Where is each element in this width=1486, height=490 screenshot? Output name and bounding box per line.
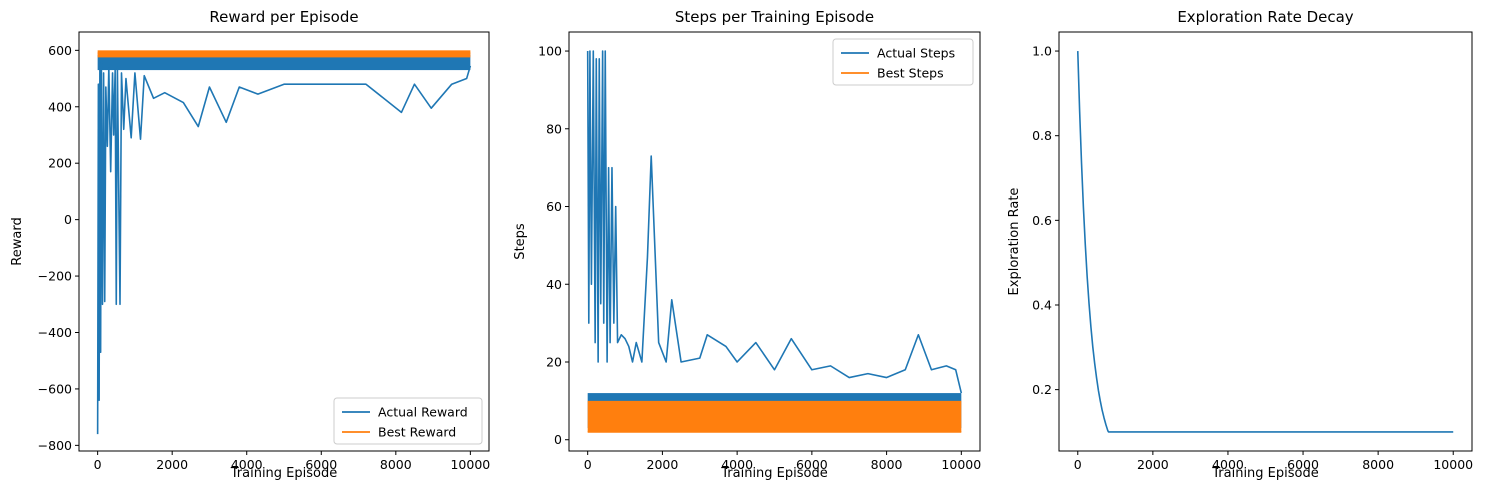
series-line-1 bbox=[1076, 51, 1454, 433]
legend-label: Actual Steps bbox=[877, 46, 955, 61]
x-tick-label: 0 bbox=[1074, 457, 1082, 472]
y-tick-label: 0 bbox=[554, 432, 562, 447]
chart-1-reward-per-episode: 0 2000 4000 6000 8000 10000 −800 −600 −400 −200 0 2… bbox=[10, 8, 490, 481]
axes-frame bbox=[568, 31, 981, 452]
legend: Actual Reward Best Reward bbox=[333, 397, 483, 445]
y-axis-label: Reward bbox=[10, 217, 25, 265]
chart-title: Steps per Training Episode bbox=[675, 8, 874, 26]
plot-area bbox=[1076, 51, 1454, 433]
legend-label: Best Steps bbox=[877, 66, 944, 81]
legend-label: Best Reward bbox=[378, 425, 456, 440]
x-tick-label: 6000 bbox=[796, 457, 828, 472]
y-tick-label: 0.4 bbox=[1032, 297, 1052, 312]
x-tick-label: 8000 bbox=[871, 457, 903, 472]
y-tick-label: 0.8 bbox=[1032, 128, 1052, 143]
x-tick-label: 0 bbox=[584, 457, 592, 472]
y-tick-label: 1.0 bbox=[1032, 44, 1052, 59]
y-tick-label: −200 bbox=[38, 269, 72, 284]
x-tick-label: 4000 bbox=[1212, 457, 1244, 472]
y-tick-label: −400 bbox=[38, 325, 72, 340]
legend-label: Actual Reward bbox=[378, 405, 468, 420]
x-tick-label: 10000 bbox=[450, 457, 490, 472]
y-tick-label: −600 bbox=[38, 381, 72, 396]
series-line bbox=[586, 50, 963, 394]
y-tick-label: 200 bbox=[48, 156, 72, 171]
legend: Actual Steps Best Steps bbox=[832, 38, 974, 86]
y-tick-label: 20 bbox=[546, 354, 562, 369]
y-tick-label: 80 bbox=[546, 121, 562, 136]
y-tick-label: 600 bbox=[48, 43, 72, 58]
series-noise-band bbox=[587, 400, 962, 432]
y-tick-label: 60 bbox=[546, 199, 562, 214]
x-tick-label: 2000 bbox=[156, 457, 188, 472]
x-tick-label: 8000 bbox=[1362, 457, 1394, 472]
chart-title: Exploration Rate Decay bbox=[1177, 8, 1353, 26]
chart-3-exploration-rate-decay: 0 2000 4000 6000 8000 10000 0.2 0.4 0.6 0.8 1.0 Exp… bbox=[1007, 8, 1473, 481]
axes-frame bbox=[78, 31, 490, 452]
plot-area bbox=[586, 50, 963, 433]
series-best-steps bbox=[587, 400, 962, 433]
y-tick-label: 0.6 bbox=[1032, 213, 1052, 228]
y-tick-label: 0.2 bbox=[1032, 382, 1052, 397]
x-tick-label: 10000 bbox=[941, 457, 981, 472]
chart-2-steps-per-training-episode: 0 2000 4000 6000 8000 10000 0 20 40 60 80 100 Steps … bbox=[513, 8, 981, 481]
axes-frame bbox=[1058, 31, 1473, 452]
y-tick-label: −800 bbox=[38, 438, 72, 453]
x-tick-label: 6000 bbox=[305, 457, 337, 472]
x-tick-label: 2000 bbox=[1137, 457, 1169, 472]
x-tick-label: 0 bbox=[94, 457, 102, 472]
x-tick-label: 4000 bbox=[231, 457, 263, 472]
x-axis-label: Training Episode bbox=[230, 466, 337, 481]
y-tick-label: 100 bbox=[538, 44, 562, 59]
series-line bbox=[1076, 51, 1454, 433]
x-tick-label: 4000 bbox=[721, 457, 753, 472]
x-tick-label: 10000 bbox=[1433, 457, 1473, 472]
x-tick-label: 2000 bbox=[647, 457, 679, 472]
series-actual-steps bbox=[586, 50, 963, 429]
series-actual-reward bbox=[96, 54, 472, 435]
x-axis-label: Training Episode bbox=[720, 466, 827, 481]
x-tick-label: 6000 bbox=[1287, 457, 1319, 472]
x-tick-label: 8000 bbox=[380, 457, 412, 472]
plot-area bbox=[96, 50, 472, 435]
chart-title: Reward per Episode bbox=[209, 8, 358, 26]
series-line bbox=[96, 60, 472, 435]
y-axis-label: Steps bbox=[513, 223, 528, 260]
y-tick-label: 40 bbox=[546, 277, 562, 292]
x-axis-label: Training Episode bbox=[1211, 466, 1318, 481]
series-best-reward bbox=[97, 50, 471, 58]
legend-box bbox=[333, 397, 483, 445]
y-tick-label: 0 bbox=[64, 212, 72, 227]
series-noise-band bbox=[97, 54, 471, 71]
y-axis-label: Exploration Rate bbox=[1007, 188, 1022, 296]
y-tick-label: 400 bbox=[48, 99, 72, 114]
